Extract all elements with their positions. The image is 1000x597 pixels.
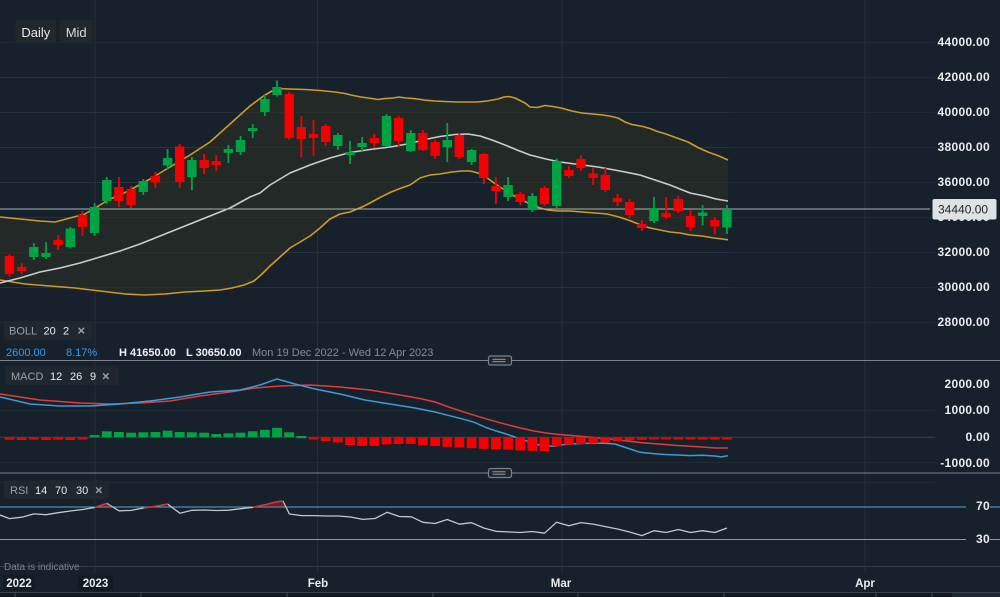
- svg-text:28000.00: 28000.00: [938, 315, 990, 329]
- svg-text:×: ×: [95, 483, 103, 498]
- svg-text:44000.00: 44000.00: [938, 35, 990, 49]
- svg-text:Feb: Feb: [308, 578, 328, 590]
- svg-text:L 30650.00: L 30650.00: [186, 347, 241, 359]
- svg-text:30000.00: 30000.00: [938, 280, 990, 294]
- svg-text:12: 12: [50, 371, 62, 383]
- svg-text:42000.00: 42000.00: [938, 70, 990, 84]
- svg-text:Apr: Apr: [855, 578, 875, 590]
- svg-text:-1000.00: -1000.00: [940, 456, 990, 470]
- svg-text:38000.00: 38000.00: [938, 140, 990, 154]
- svg-text:9: 9: [90, 371, 96, 383]
- svg-text:2022: 2022: [6, 578, 32, 590]
- svg-text:Mid: Mid: [66, 25, 87, 40]
- svg-text:70: 70: [55, 485, 67, 497]
- svg-text:30: 30: [76, 485, 88, 497]
- svg-text:×: ×: [78, 323, 86, 338]
- svg-text:1000.00: 1000.00: [945, 403, 991, 417]
- svg-text:Daily: Daily: [21, 25, 50, 40]
- svg-text:×: ×: [102, 369, 110, 384]
- svg-text:H 41650.00: H 41650.00: [119, 347, 176, 359]
- svg-text:40000.00: 40000.00: [938, 105, 990, 119]
- svg-text:8.17%: 8.17%: [66, 347, 97, 359]
- svg-text:Data is indicative: Data is indicative: [4, 562, 80, 573]
- svg-text:Mar: Mar: [551, 578, 572, 590]
- svg-text:30: 30: [976, 532, 990, 546]
- svg-text:2: 2: [63, 326, 69, 338]
- svg-text:0.00: 0.00: [965, 430, 990, 444]
- svg-text:70: 70: [976, 499, 990, 513]
- svg-text:34440.00: 34440.00: [938, 203, 988, 217]
- svg-text:36000.00: 36000.00: [938, 175, 990, 189]
- svg-text:2023: 2023: [83, 578, 109, 590]
- svg-text:MACD: MACD: [11, 371, 43, 383]
- svg-text:26: 26: [70, 371, 82, 383]
- svg-text:BOLL: BOLL: [9, 326, 37, 338]
- svg-text:2000.00: 2000.00: [945, 377, 991, 391]
- svg-text:RSI: RSI: [10, 485, 28, 497]
- svg-text:2600.00: 2600.00: [6, 347, 46, 359]
- svg-text:14: 14: [35, 485, 47, 497]
- svg-text:20: 20: [44, 326, 56, 338]
- svg-text:32000.00: 32000.00: [938, 245, 990, 259]
- svg-text:Mon 19 Dec 2022 - Wed 12 Apr 2: Mon 19 Dec 2022 - Wed 12 Apr 2023: [252, 347, 433, 359]
